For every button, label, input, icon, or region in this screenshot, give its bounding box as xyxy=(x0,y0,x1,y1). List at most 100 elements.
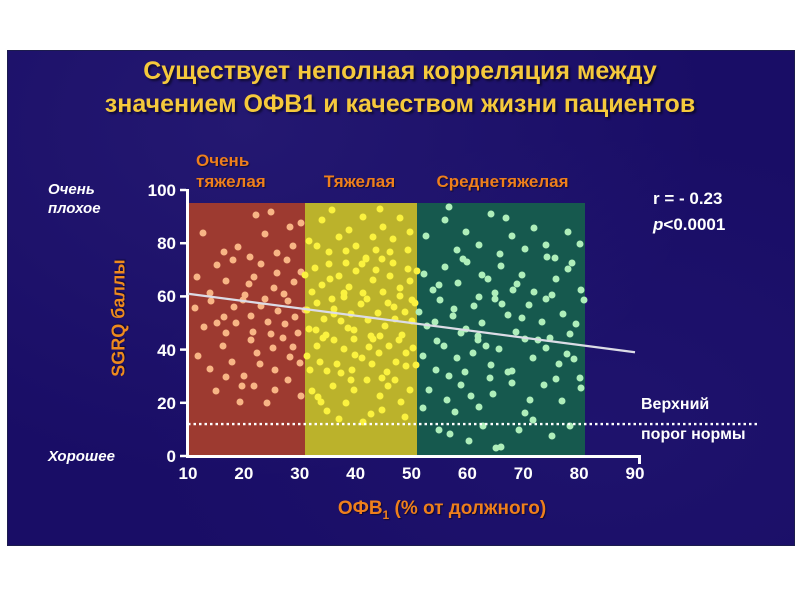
scatter-dot xyxy=(286,353,294,361)
scatter-dot xyxy=(469,349,477,357)
scatter-dot xyxy=(513,280,521,288)
scatter-dot xyxy=(391,376,399,384)
scatter-dot xyxy=(359,418,367,426)
scatter-dot xyxy=(450,305,458,313)
scatter-dot xyxy=(345,226,353,234)
scatter-dot xyxy=(518,271,526,279)
scatter-dot xyxy=(508,379,516,387)
threshold-label-line1: Верхний xyxy=(641,396,710,413)
scatter-dot xyxy=(406,228,414,236)
scatter-dot xyxy=(568,259,576,267)
scatter-dot xyxy=(263,399,271,407)
scatter-dot xyxy=(451,408,459,416)
scatter-dot xyxy=(453,354,461,362)
scatter-dot xyxy=(372,246,380,254)
scatter-dot xyxy=(323,367,331,375)
scatter-dot xyxy=(306,366,314,374)
scatter-dot xyxy=(337,369,345,377)
scatter-dot xyxy=(441,216,449,224)
scatter-dot xyxy=(577,384,585,392)
scatter-dot xyxy=(479,422,487,430)
scatter-dot xyxy=(489,390,497,398)
scatter-dot xyxy=(347,310,355,318)
scatter-dot xyxy=(333,360,341,368)
scatter-dot xyxy=(364,316,372,324)
scatter-dot xyxy=(526,396,534,404)
scatter-dot xyxy=(318,281,326,288)
x-axis-title-sub: 1 xyxy=(382,507,390,522)
scatter-dot xyxy=(236,398,244,406)
scatter-dot xyxy=(212,387,220,395)
scatter-dot xyxy=(463,258,471,266)
scatter-dot xyxy=(342,399,350,407)
scatter-dot xyxy=(330,310,338,318)
scatter-dot xyxy=(228,358,235,366)
scatter-dot xyxy=(461,368,469,376)
scatter-dot xyxy=(491,295,499,303)
scatter-dot xyxy=(408,317,416,325)
scatter-dot xyxy=(352,267,360,275)
scatter-dot xyxy=(206,365,214,373)
scatter-dot xyxy=(379,288,387,296)
scatter-dot xyxy=(378,255,386,263)
scatter-dot xyxy=(335,233,343,241)
scatter-dot xyxy=(529,416,537,424)
scatter-dot xyxy=(542,241,550,249)
scatter-dot xyxy=(286,223,294,231)
scatter-dot xyxy=(374,309,382,317)
scatter-dot xyxy=(521,409,529,417)
x-tick-label: 90 xyxy=(625,464,645,483)
scatter-dot xyxy=(352,242,360,250)
scatter-dot xyxy=(342,259,350,267)
scatter-dot xyxy=(312,326,320,334)
severity-zone-band xyxy=(417,203,585,455)
y-tick-label: 20 xyxy=(157,393,176,413)
scatter-dot xyxy=(475,403,483,410)
scatter-dot xyxy=(433,337,441,345)
scatter-dot xyxy=(385,342,393,350)
scatter-dot xyxy=(534,336,542,344)
scatter-dot xyxy=(530,288,538,296)
zone-label-severe: Тяжелая xyxy=(323,172,396,191)
scatter-dot xyxy=(362,255,370,263)
scatter-dot xyxy=(409,344,417,352)
scatter-dot xyxy=(508,367,516,375)
scatter-dot xyxy=(337,317,345,325)
scatter-dot xyxy=(546,334,554,342)
scatter-dot xyxy=(515,426,523,434)
scatter-dot xyxy=(222,373,230,381)
scatter-dot xyxy=(435,426,443,434)
scatter-dot xyxy=(563,350,571,358)
scatter-dot xyxy=(431,318,439,326)
scatter-dot xyxy=(308,288,316,296)
scatter-dot xyxy=(323,407,331,415)
scatter-dot xyxy=(270,284,278,292)
scatter-dot xyxy=(564,265,572,273)
scatter-dot xyxy=(396,284,404,291)
severity-zone-band xyxy=(305,203,418,455)
scatter-dot xyxy=(222,277,229,285)
scatter-dot xyxy=(542,344,550,352)
scatter-dot xyxy=(358,260,366,268)
scatter-dot xyxy=(486,374,494,382)
scatter-dot xyxy=(261,230,269,238)
scatter-dot xyxy=(200,323,208,331)
r-value: r = - 0.23 xyxy=(653,189,723,208)
scatter-dot xyxy=(191,304,199,312)
scatter-dot xyxy=(440,342,448,350)
scatter-dot xyxy=(273,269,281,277)
scatter-dot xyxy=(274,307,282,315)
scatter-dot xyxy=(551,254,559,262)
y-tick-label: 80 xyxy=(157,234,176,254)
p-threshold: <0.0001 xyxy=(663,215,726,234)
scatter-dot xyxy=(220,248,228,256)
scatter-dot xyxy=(457,381,465,389)
scatter-dot xyxy=(397,398,405,406)
scatter-dot xyxy=(496,250,504,258)
scatter-dot xyxy=(386,272,394,280)
x-axis-title: ОФВ1 (% от должного) xyxy=(292,498,592,522)
scatter-dot xyxy=(271,386,279,394)
scatter-dot xyxy=(320,315,328,323)
scatter-dot xyxy=(542,295,550,303)
scatter-dot xyxy=(289,343,297,351)
